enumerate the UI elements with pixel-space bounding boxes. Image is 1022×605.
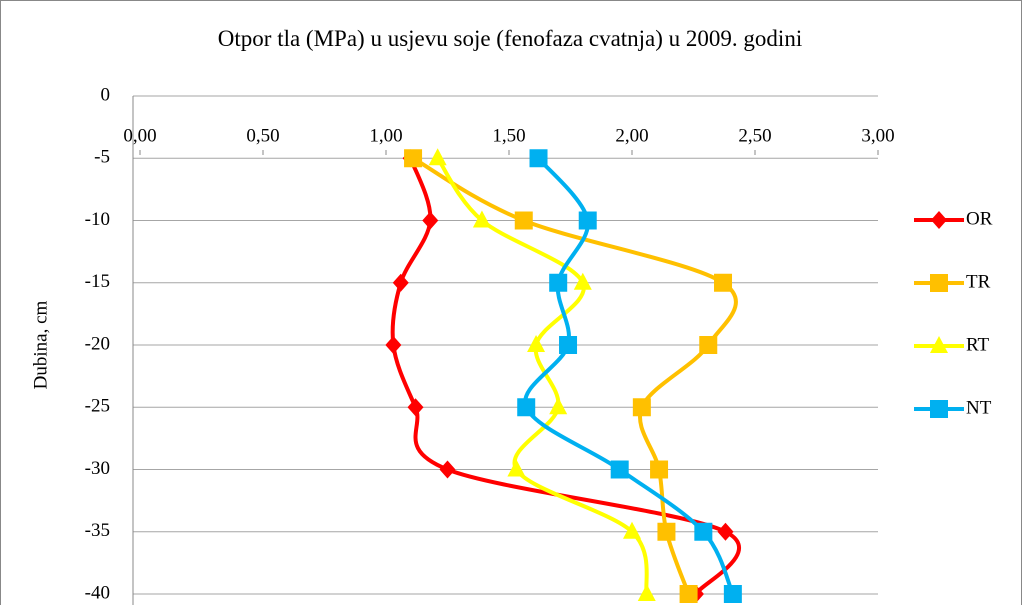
marker <box>559 336 578 354</box>
marker <box>422 211 439 230</box>
y-tick-label: 0 <box>101 84 111 105</box>
legend-marker <box>930 336 948 353</box>
y-tick-label: -35 <box>85 520 110 541</box>
y-tick-label: -20 <box>85 333 110 354</box>
marker <box>527 335 546 352</box>
marker <box>392 273 409 292</box>
marker <box>699 336 718 354</box>
marker <box>549 273 568 292</box>
marker <box>404 149 423 168</box>
marker <box>385 336 402 354</box>
marker <box>650 460 669 479</box>
x-tick-label: 0,50 <box>246 125 279 146</box>
marker <box>657 522 676 541</box>
legend-label: RT <box>966 334 990 355</box>
marker <box>623 521 641 539</box>
x-tick-label: 0,00 <box>123 125 156 146</box>
marker <box>514 211 533 230</box>
legend-marker <box>931 211 947 229</box>
y-tick-label: -30 <box>85 458 110 479</box>
marker <box>679 585 698 603</box>
marker <box>723 585 742 603</box>
marker <box>517 398 536 417</box>
marker <box>529 149 548 168</box>
marker <box>632 398 651 417</box>
y-tick-label: -5 <box>94 147 110 168</box>
x-tick-label: 3,00 <box>861 125 894 146</box>
legend-label: OR <box>966 208 993 229</box>
marker <box>428 148 447 166</box>
legend-label: NT <box>966 397 992 418</box>
y-tick-label: -25 <box>85 396 110 417</box>
y-tick-label: -15 <box>85 271 110 292</box>
marker <box>573 272 592 290</box>
marker <box>439 460 456 479</box>
marker <box>472 210 491 228</box>
chart-title: Otpor tla (MPa) u usjevu soje (fenofaza … <box>217 26 803 51</box>
marker <box>714 273 733 292</box>
x-tick-label: 1,50 <box>492 125 525 146</box>
marker <box>610 460 629 479</box>
marker <box>549 397 568 415</box>
series-line <box>435 157 649 595</box>
marker <box>507 459 526 477</box>
marker <box>578 211 597 230</box>
marker <box>694 522 713 541</box>
legend-label: TR <box>966 271 991 292</box>
marker <box>717 522 734 541</box>
legend-marker <box>930 274 948 292</box>
y-axis-label: Dubina, cm <box>30 300 51 389</box>
legend-marker <box>930 400 948 418</box>
x-tick-label: 1,00 <box>369 125 402 146</box>
y-tick-label: -40 <box>85 582 110 603</box>
marker <box>407 398 424 417</box>
marker <box>637 584 656 601</box>
x-tick-label: 2,50 <box>738 125 771 146</box>
x-tick-label: 2,00 <box>615 125 648 146</box>
y-tick-label: -10 <box>85 209 110 230</box>
